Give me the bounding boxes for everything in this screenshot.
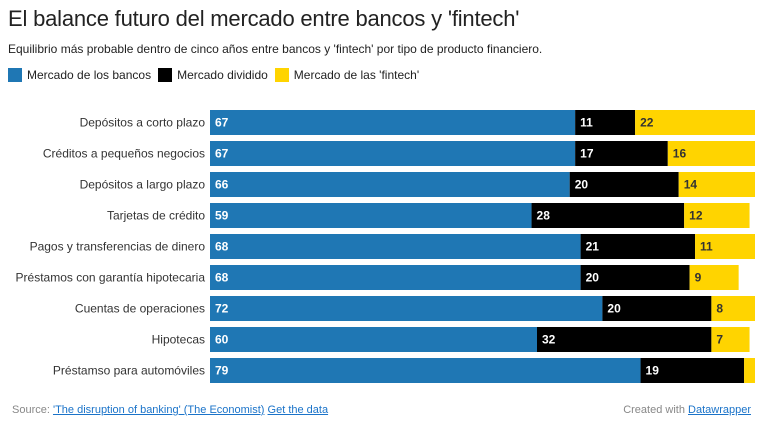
data-label: 60 [215, 333, 229, 347]
source-prefix: Source: [12, 404, 50, 416]
footer-source: Source: 'The disruption of banking' (The… [12, 404, 328, 416]
bar-segment [580, 265, 690, 290]
bar-segment [580, 234, 696, 259]
bar-segment [684, 203, 750, 228]
data-label: 17 [580, 147, 594, 161]
bar-segment [635, 110, 755, 135]
data-label: 20 [607, 302, 621, 316]
data-label: 28 [537, 209, 551, 223]
data-label: 59 [215, 209, 229, 223]
data-label: 7 [716, 333, 723, 347]
data-label: 67 [215, 147, 229, 161]
legend-swatch-banks [8, 68, 22, 82]
data-label: 11 [700, 240, 713, 254]
bar-segment [711, 327, 750, 352]
bar-segment [569, 172, 679, 197]
legend-item-divided: Mercado dividido [158, 68, 268, 82]
data-label: 79 [215, 364, 229, 378]
data-label: 22 [640, 116, 654, 130]
datawrapper-link[interactable]: Datawrapper [688, 404, 751, 416]
bar-segment [744, 358, 755, 383]
data-label: 9 [695, 271, 702, 285]
footer: Source: 'The disruption of banking' (The… [12, 404, 751, 416]
bar-segment [531, 203, 685, 228]
data-label: 21 [586, 240, 600, 254]
legend-swatch-fintech [274, 68, 289, 82]
category-label: Préstamos con garantía hipotecaria [16, 271, 206, 285]
category-label: Tarjetas de crédito [107, 209, 205, 223]
data-label: 20 [586, 271, 600, 285]
category-label: Depósitos a largo plazo [80, 178, 206, 192]
chart-title: El balance futuro del mercado entre banc… [8, 6, 520, 31]
bar-segment [602, 296, 712, 321]
category-label: Depósitos a corto plazo [80, 116, 206, 130]
get-data-link[interactable]: Get the data [267, 404, 329, 416]
data-label: 67 [215, 116, 229, 130]
created-with-prefix: Created with [623, 404, 685, 416]
data-label: 11 [580, 116, 593, 130]
bar-segment [210, 203, 532, 228]
bar-segment [210, 358, 641, 383]
data-label: 32 [542, 333, 556, 347]
bar-segment [210, 265, 581, 290]
bar-segment [210, 327, 537, 352]
bar-segment [210, 172, 570, 197]
legend-label-fintech: Mercado de las 'fintech' [293, 68, 420, 82]
source-link[interactable]: 'The disruption of banking' (The Economi… [52, 404, 265, 416]
bar-segment [210, 110, 576, 135]
category-label: Pagos y transferencias de dinero [30, 240, 206, 254]
bar-segment [210, 141, 576, 166]
footer-credit: Created with Datawrapper [623, 404, 751, 416]
bar-segment [695, 234, 755, 259]
data-label: 66 [215, 178, 229, 192]
bar-segment [537, 327, 712, 352]
category-label: Cuentas de operaciones [75, 302, 205, 316]
stacked-bar-chart: Depósitos a corto plazo 67 11 22 Créditos a … [16, 110, 755, 383]
legend-swatch-divided [158, 68, 173, 82]
bar-segment [575, 141, 668, 166]
bar-segment [689, 265, 739, 290]
bar-segment [667, 141, 755, 166]
data-label: 68 [215, 271, 229, 285]
category-label: Hipotecas [152, 333, 205, 347]
legend-item-banks: Mercado de los bancos [8, 68, 151, 82]
category-label: Préstamso para automóviles [53, 364, 205, 378]
legend-label-divided: Mercado dividido [177, 68, 268, 82]
data-label: 72 [215, 302, 229, 316]
category-label: Créditos a pequeños negocios [43, 147, 205, 161]
legend: Mercado de los bancos Mercado dividido M… [8, 68, 426, 82]
bar-segment [210, 234, 581, 259]
bar-segment [711, 296, 755, 321]
data-label: 8 [716, 302, 723, 316]
bar-segment [210, 296, 603, 321]
data-label: 20 [575, 178, 589, 192]
bar-segment [575, 110, 636, 135]
legend-label-banks: Mercado de los bancos [27, 68, 152, 82]
data-label: 19 [646, 364, 660, 378]
data-label: 12 [689, 209, 703, 223]
bar-segment [678, 172, 755, 197]
data-label: 68 [215, 240, 229, 254]
data-label: 16 [673, 147, 687, 161]
legend-item-fintech: Mercado de las 'fintech' [274, 68, 420, 82]
data-label: 14 [684, 178, 698, 192]
bar-segment [640, 358, 745, 383]
chart-subtitle: Equilibrio más probable dentro de cinco … [8, 42, 543, 56]
